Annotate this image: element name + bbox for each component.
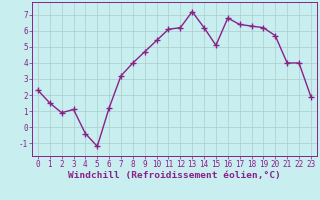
X-axis label: Windchill (Refroidissement éolien,°C): Windchill (Refroidissement éolien,°C) (68, 171, 281, 180)
